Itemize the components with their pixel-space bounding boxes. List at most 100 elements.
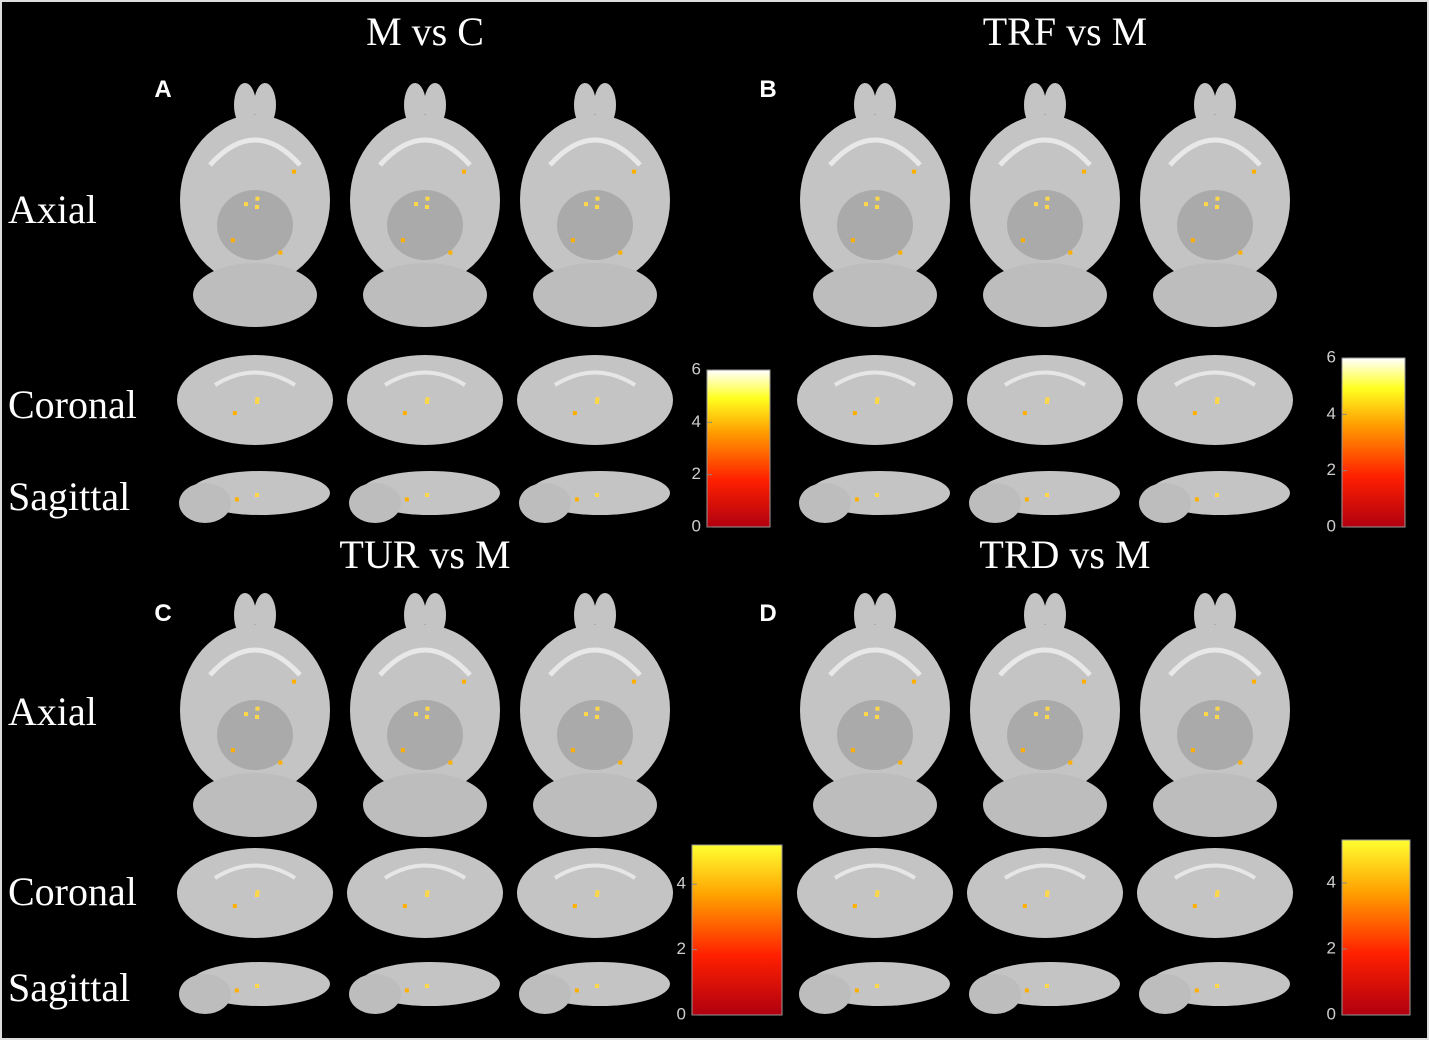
activation-spot xyxy=(618,760,623,765)
activation-spot xyxy=(448,760,453,765)
colorbar-tick-label: 2 xyxy=(692,464,701,483)
activation-spot xyxy=(584,712,589,717)
colorbar-tick-label: 2 xyxy=(1327,938,1336,957)
activation-spot xyxy=(404,988,409,993)
ventricle xyxy=(378,647,472,677)
activation-spot xyxy=(875,196,880,201)
activation-spot xyxy=(854,497,859,502)
activation-spot xyxy=(570,748,575,753)
activation-spot xyxy=(1215,893,1219,897)
activation-spot xyxy=(414,202,419,207)
activation-spot xyxy=(1045,706,1050,711)
cerebellum xyxy=(983,773,1107,837)
thalamus xyxy=(557,700,633,770)
activation-spot xyxy=(912,169,917,174)
activation-spot xyxy=(852,411,857,416)
activation-spot xyxy=(595,493,599,497)
ventricle xyxy=(1173,370,1257,387)
view-label: Coronal xyxy=(8,382,137,427)
activation-spot xyxy=(255,706,260,711)
cerebellum xyxy=(193,773,317,837)
activation-spot xyxy=(912,679,917,684)
activation-spot xyxy=(595,984,599,988)
activation-spot xyxy=(425,715,429,719)
ventricle xyxy=(208,137,302,167)
ventricle xyxy=(378,137,472,167)
activation-spot xyxy=(1045,984,1049,988)
activation-spot xyxy=(875,400,879,404)
activation-spot xyxy=(1024,497,1029,502)
activation-spot xyxy=(1045,890,1050,895)
activation-spot xyxy=(570,238,575,243)
thalamus xyxy=(557,190,633,260)
activation-spot xyxy=(400,748,405,753)
activation-spot xyxy=(1215,196,1220,201)
ventricle xyxy=(208,647,302,677)
activation-spot xyxy=(255,715,259,719)
activation-spot xyxy=(875,715,879,719)
activation-spot xyxy=(462,169,467,174)
activation-spot xyxy=(1215,890,1220,895)
ventricle xyxy=(1003,863,1087,880)
view-label: Axial xyxy=(8,689,97,734)
activation-spot xyxy=(425,400,429,404)
colorbar-tick-label: 6 xyxy=(692,359,701,378)
activation-spot xyxy=(898,760,903,765)
colorbar-tick-label: 2 xyxy=(677,939,686,958)
activation-spot xyxy=(1190,748,1195,753)
activation-spot xyxy=(1045,205,1049,209)
activation-spot xyxy=(255,205,259,209)
activation-spot xyxy=(1215,400,1219,404)
panel-letter: D xyxy=(759,600,776,627)
view-label: Sagittal xyxy=(8,965,130,1010)
activation-spot xyxy=(572,904,577,909)
activation-spot xyxy=(244,712,249,717)
ventricle xyxy=(553,863,637,880)
activation-spot xyxy=(875,984,879,988)
ventricle xyxy=(998,137,1092,167)
activation-spot xyxy=(255,893,259,897)
activation-spot xyxy=(1082,169,1087,174)
activation-spot xyxy=(230,748,235,753)
cerebellum xyxy=(813,263,937,327)
panel-letter: B xyxy=(759,76,776,103)
activation-spot xyxy=(1082,679,1087,684)
cerebellum xyxy=(983,263,1107,327)
ventricle xyxy=(828,647,922,677)
activation-spot xyxy=(255,493,259,497)
colorbar-tick-label: 0 xyxy=(692,516,701,535)
ventricle xyxy=(833,863,917,880)
activation-spot xyxy=(1215,984,1219,988)
activation-spot xyxy=(875,890,880,895)
activation-spot xyxy=(875,706,880,711)
colorbar xyxy=(1341,839,1411,1016)
activation-spot xyxy=(632,169,637,174)
activation-spot xyxy=(1022,904,1027,909)
panel: TRF vs M B 0 2 4 6 xyxy=(759,9,1406,535)
activation-spot xyxy=(255,400,259,404)
activation-spot xyxy=(234,497,239,502)
colorbar xyxy=(1341,357,1406,528)
cerebellum xyxy=(813,773,937,837)
activation-spot xyxy=(1215,493,1219,497)
activation-spot xyxy=(595,890,600,895)
cerebellum xyxy=(349,974,401,1014)
view-label: Sagittal xyxy=(8,474,130,519)
ventricle xyxy=(833,370,917,387)
activation-spot xyxy=(255,196,260,201)
view-label: Axial xyxy=(8,187,97,232)
activation-spot xyxy=(1034,202,1039,207)
colorbar-tick-label: 0 xyxy=(677,1004,686,1023)
thalamus xyxy=(217,190,293,260)
activation-spot xyxy=(255,984,259,988)
colorbar-tick-label: 0 xyxy=(1327,516,1336,535)
activation-spot xyxy=(292,169,297,174)
panel-letter: A xyxy=(154,76,171,103)
activation-spot xyxy=(425,205,429,209)
activation-spot xyxy=(595,205,599,209)
activation-spot xyxy=(875,205,879,209)
activation-spot xyxy=(1045,397,1050,402)
activation-spot xyxy=(864,202,869,207)
activation-spot xyxy=(425,196,430,201)
cerebellum xyxy=(193,263,317,327)
